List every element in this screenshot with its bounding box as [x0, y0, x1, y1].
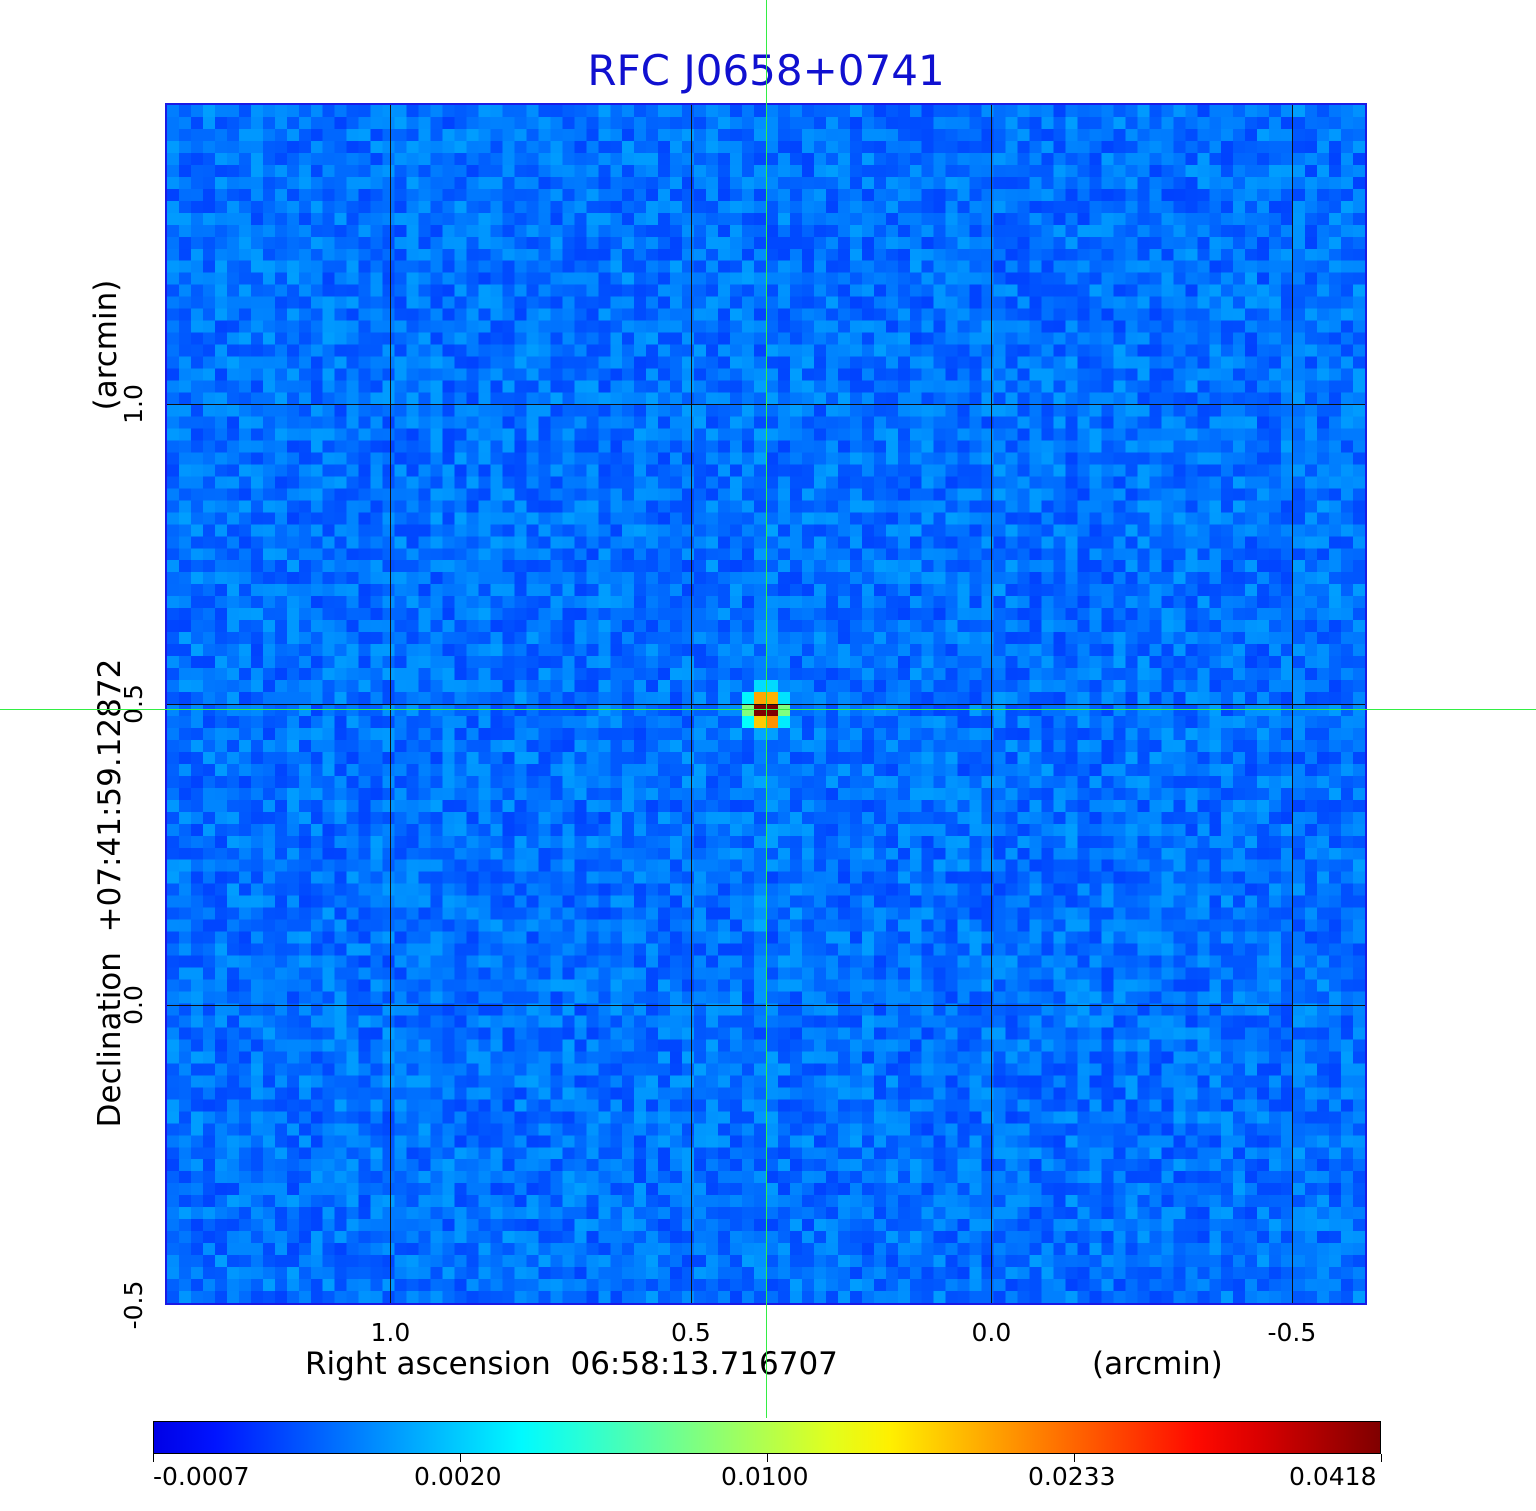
colorbar-tick-label: -0.0007	[153, 1462, 250, 1491]
x-tick-label: 0.5	[670, 1318, 711, 1347]
x-tick-label: 0.0	[971, 1318, 1012, 1347]
colorbar	[153, 1421, 1381, 1454]
colorbar-tick	[1074, 1454, 1075, 1462]
crosshair-horizontal	[0, 709, 1536, 710]
x-axis-label: Right ascension 06:58:13.716707	[305, 1346, 838, 1382]
y-axis-unit: (arcmin)	[88, 279, 124, 411]
x-tick-label: 1.0	[370, 1318, 411, 1347]
x-tick-label: -0.5	[1267, 1318, 1317, 1347]
y-axis-label: Declination +07:41:59.12872	[92, 658, 128, 1128]
colorbar-tick	[153, 1454, 154, 1462]
colorbar-tick	[1381, 1454, 1382, 1462]
colorbar-tick	[767, 1454, 768, 1462]
colorbar-tick-label: 0.0233	[1028, 1462, 1116, 1491]
colorbar-tick-label: 0.0100	[721, 1462, 809, 1491]
x-axis-unit: (arcmin)	[1092, 1346, 1223, 1382]
colorbar-tick	[460, 1454, 461, 1462]
colorbar-tick-label: 0.0418	[1289, 1462, 1377, 1491]
colorbar-tick-label: 0.0020	[414, 1462, 502, 1491]
